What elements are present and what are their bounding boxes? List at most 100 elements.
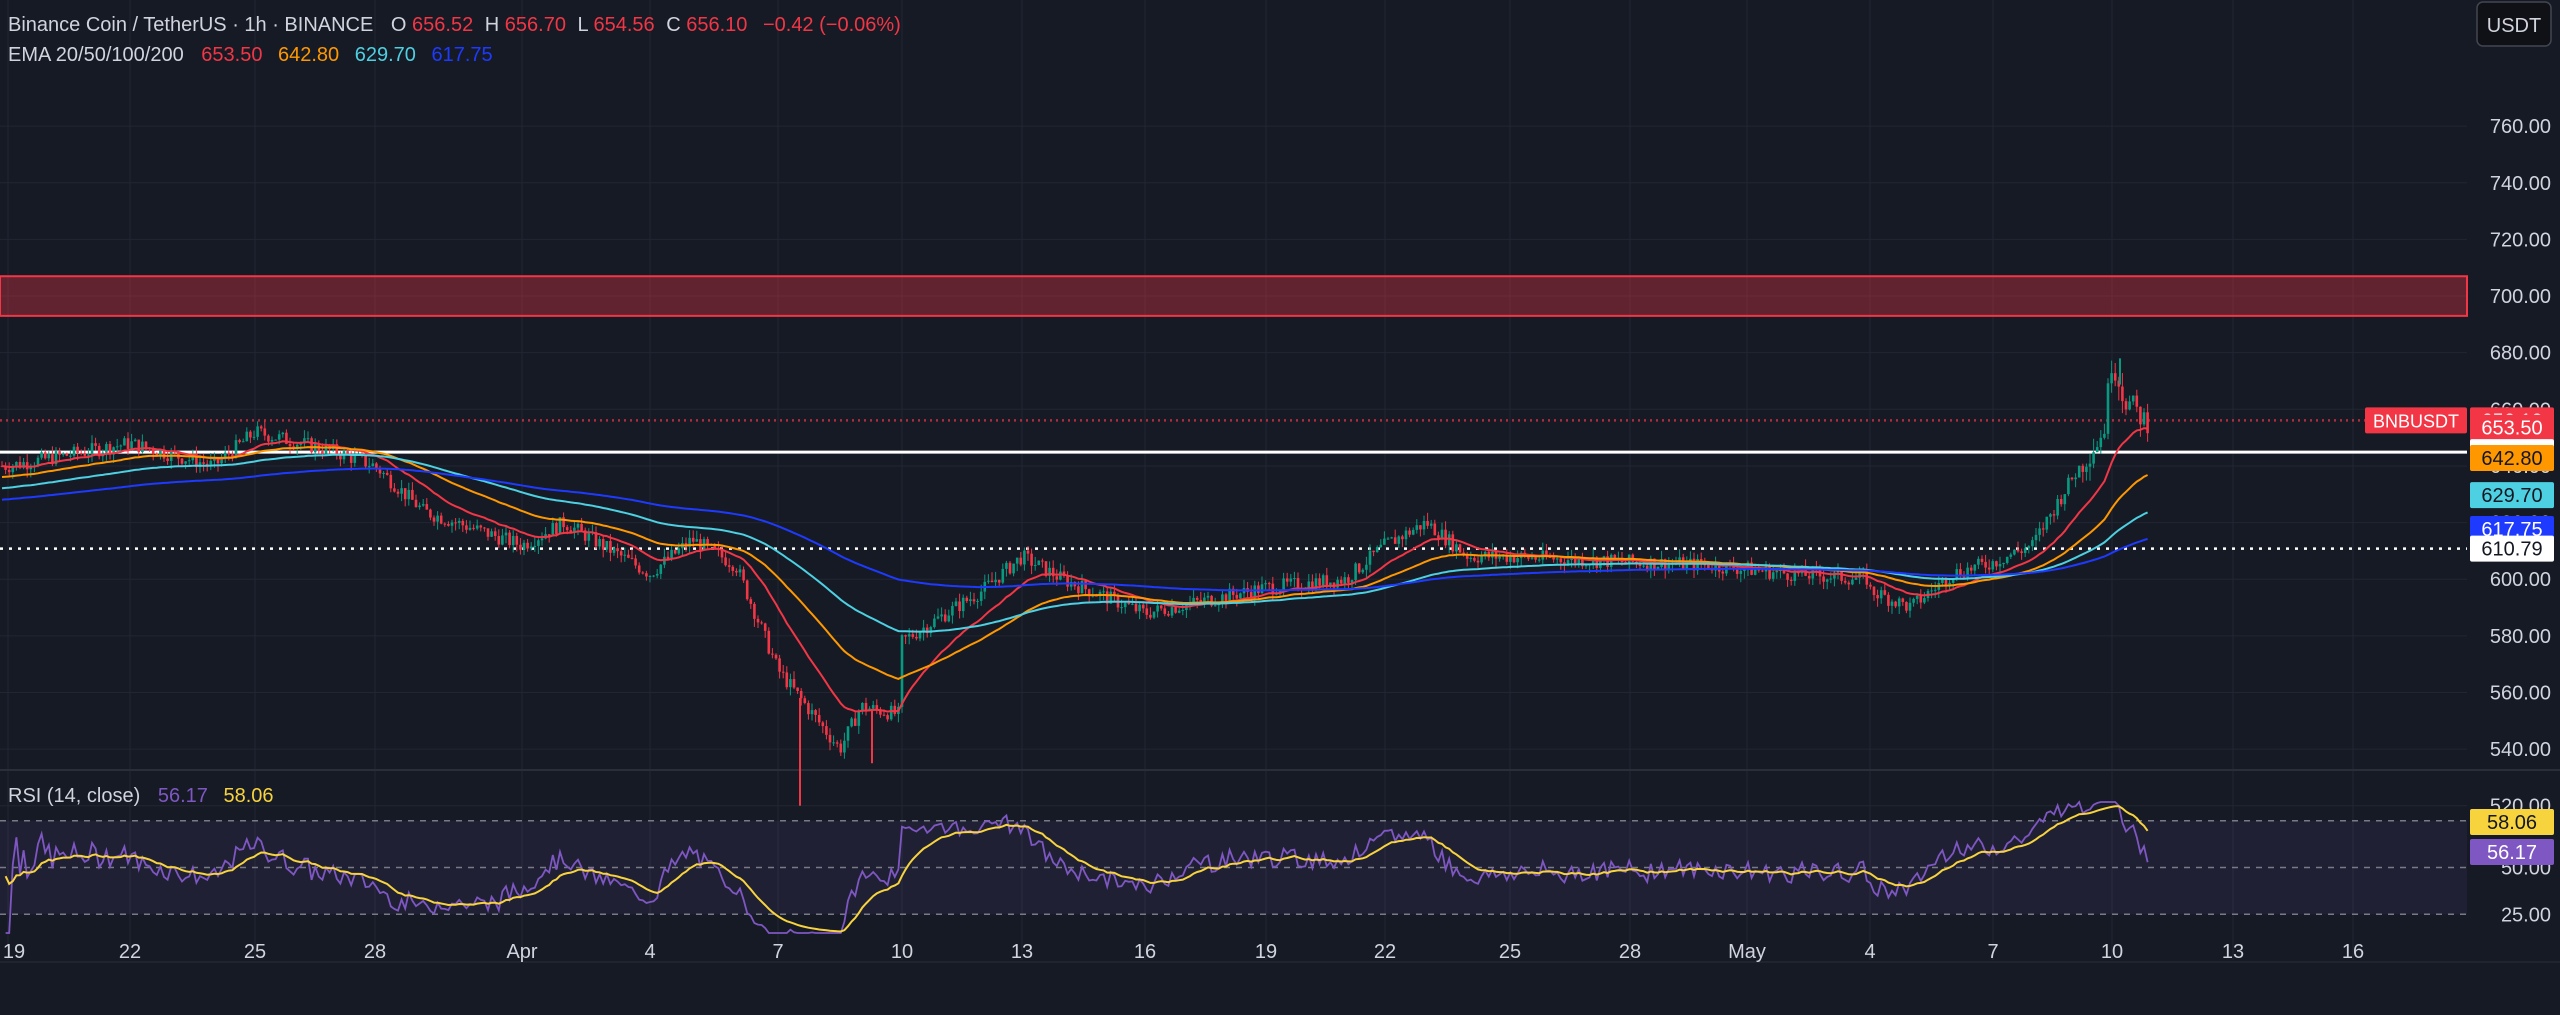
candle-body[interactable]: [598, 539, 601, 547]
candle-body[interactable]: [108, 444, 112, 455]
candle-body[interactable]: [1919, 595, 1923, 603]
candle-body[interactable]: [288, 443, 292, 447]
candle-body[interactable]: [1156, 605, 1159, 612]
candle-body[interactable]: [843, 740, 846, 753]
candle-body[interactable]: [364, 455, 367, 467]
candle-body[interactable]: [1361, 569, 1365, 573]
candle-body[interactable]: [2106, 383, 2110, 434]
candle-body[interactable]: [1915, 595, 1919, 599]
candle-body[interactable]: [119, 445, 123, 447]
candle-body[interactable]: [540, 538, 544, 541]
currency-button-frame[interactable]: [2476, 1, 2552, 47]
candle-body[interactable]: [407, 489, 411, 500]
candle-body[interactable]: [1285, 578, 1289, 582]
candle-body[interactable]: [720, 549, 724, 558]
candle-body[interactable]: [1548, 556, 1552, 558]
candle-body[interactable]: [79, 453, 83, 455]
candle-body[interactable]: [144, 441, 148, 448]
candle-body[interactable]: [1534, 557, 1537, 560]
candle-body[interactable]: [634, 558, 637, 566]
candle-body[interactable]: [346, 451, 349, 455]
candle-body[interactable]: [1447, 534, 1451, 546]
candle-body[interactable]: [1858, 571, 1861, 578]
candle-body[interactable]: [339, 454, 342, 460]
candle-body[interactable]: [1782, 568, 1786, 574]
candle-body[interactable]: [2038, 528, 2041, 535]
candle-body[interactable]: [1131, 603, 1134, 605]
candle-body[interactable]: [1890, 601, 1894, 606]
candle-body[interactable]: [439, 515, 443, 524]
candle-body[interactable]: [1365, 564, 1368, 570]
candle-body[interactable]: [238, 440, 241, 442]
candle-body[interactable]: [1505, 554, 1509, 562]
candle-body[interactable]: [447, 524, 450, 526]
candle-body[interactable]: [306, 438, 310, 440]
candle-body[interactable]: [123, 438, 126, 446]
candle-body[interactable]: [1959, 569, 1962, 576]
candle-body[interactable]: [1962, 575, 1966, 578]
candle-body[interactable]: [2124, 401, 2128, 410]
candle-body[interactable]: [1717, 563, 1721, 572]
candle-body[interactable]: [1739, 570, 1743, 574]
candle-body[interactable]: [2027, 546, 2031, 549]
candle-body[interactable]: [2085, 466, 2088, 472]
candle-body[interactable]: [2067, 477, 2070, 495]
candle-body[interactable]: [929, 627, 933, 634]
candle-body[interactable]: [1948, 582, 1951, 586]
candle-body[interactable]: [511, 535, 515, 546]
candle-body[interactable]: [1066, 576, 1069, 587]
candle-body[interactable]: [951, 605, 954, 616]
candle-body[interactable]: [925, 627, 929, 634]
candle-body[interactable]: [324, 445, 328, 454]
candle-body[interactable]: [1134, 603, 1138, 612]
candle-body[interactable]: [267, 435, 270, 442]
candle-body[interactable]: [555, 523, 558, 535]
candle-body[interactable]: [594, 532, 598, 547]
candle-body[interactable]: [645, 573, 648, 577]
candle-body[interactable]: [1138, 604, 1141, 612]
candle-body[interactable]: [562, 517, 565, 528]
candle-body[interactable]: [1271, 583, 1275, 595]
ema20-line[interactable]: [1, 427, 2148, 713]
candle-body[interactable]: [1879, 590, 1883, 599]
candle-body[interactable]: [889, 705, 893, 720]
candle-body[interactable]: [1458, 544, 1462, 553]
candle-body[interactable]: [918, 632, 922, 639]
candle-body[interactable]: [1037, 560, 1041, 566]
candle-body[interactable]: [1177, 610, 1181, 613]
candle-body[interactable]: [1030, 553, 1033, 566]
candle-body[interactable]: [2128, 401, 2131, 410]
candle-body[interactable]: [2013, 549, 2016, 555]
candle-body[interactable]: [83, 453, 87, 456]
candle-body[interactable]: [1422, 520, 1426, 530]
candle-body[interactable]: [69, 455, 72, 457]
candle-body[interactable]: [465, 525, 468, 530]
candle-body[interactable]: [479, 525, 483, 528]
candle-body[interactable]: [2092, 452, 2095, 464]
candle-body[interactable]: [1530, 557, 1534, 559]
candle-body[interactable]: [2113, 373, 2117, 381]
candle-body[interactable]: [879, 709, 882, 715]
candle-body[interactable]: [2020, 551, 2023, 553]
candle-body[interactable]: [141, 441, 144, 453]
candle-body[interactable]: [1786, 573, 1789, 580]
candle-body[interactable]: [900, 635, 904, 707]
candle-body[interactable]: [727, 565, 731, 567]
candle-body[interactable]: [65, 453, 69, 456]
candle-body[interactable]: [1059, 571, 1062, 580]
candle-body[interactable]: [803, 698, 807, 704]
candle-body[interactable]: [1192, 597, 1195, 603]
candle-body[interactable]: [1257, 585, 1260, 594]
candle-body[interactable]: [115, 446, 119, 448]
candle-body[interactable]: [1473, 557, 1476, 561]
candle-body[interactable]: [2131, 395, 2135, 402]
candle-body[interactable]: [569, 530, 573, 533]
price-axis[interactable]: 760.00740.00720.00700.00680.00660.00640.…: [2365, 116, 2554, 818]
candle-body[interactable]: [1462, 552, 1465, 555]
candle-body[interactable]: [1555, 558, 1559, 560]
candle-body[interactable]: [105, 444, 108, 453]
candle-body[interactable]: [760, 622, 763, 624]
candle-body[interactable]: [281, 432, 285, 435]
candle-body[interactable]: [792, 679, 796, 688]
candle-body[interactable]: [1577, 558, 1581, 564]
